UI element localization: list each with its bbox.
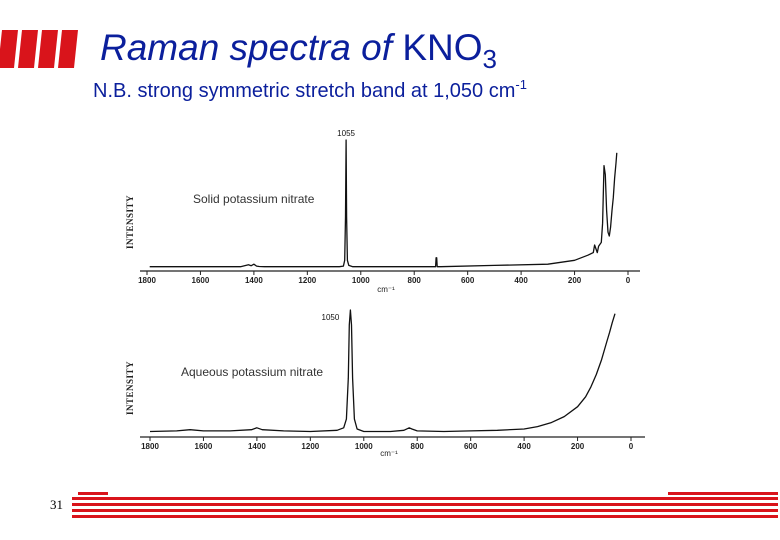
subtitle-superscript: -1 bbox=[515, 77, 527, 92]
footer-rule bbox=[72, 515, 778, 518]
title-formula: KNO bbox=[402, 27, 483, 68]
y-axis-label: INTENSITY bbox=[125, 195, 135, 249]
x-tick-label: 200 bbox=[568, 276, 582, 285]
x-tick-label: 1000 bbox=[352, 276, 370, 285]
x-tick-label: 600 bbox=[464, 442, 478, 451]
x-tick-label: 1200 bbox=[298, 276, 316, 285]
spectrum-line-2 bbox=[149, 309, 616, 433]
x-axis-label: cm⁻¹ bbox=[377, 285, 395, 294]
footer-rule bbox=[72, 509, 778, 512]
x-tick-label: 200 bbox=[571, 442, 585, 451]
slide-subtitle: N.B. strong symmetric stretch band at 1,… bbox=[93, 78, 527, 104]
x-axis-label: cm⁻¹ bbox=[380, 449, 398, 458]
x-tick-label: 800 bbox=[408, 276, 422, 285]
x-tick-label: 1400 bbox=[248, 442, 266, 451]
subtitle-text: N.B. strong symmetric stretch band at 1,… bbox=[93, 80, 516, 102]
x-tick-label: 0 bbox=[626, 276, 631, 285]
x-tick-label: 1200 bbox=[301, 442, 319, 451]
x-tick-label: 1400 bbox=[245, 276, 263, 285]
x-tick-label: 1800 bbox=[141, 442, 159, 451]
x-tick-label: 600 bbox=[461, 276, 475, 285]
slide-title: Raman spectra of KNO3 bbox=[100, 26, 497, 72]
x-tick-label: 400 bbox=[514, 276, 528, 285]
spectrum-line-1 bbox=[149, 139, 618, 268]
footer-rule bbox=[72, 497, 778, 500]
slide-number: 31 bbox=[50, 497, 63, 512]
title-italic: Raman spectra of bbox=[100, 27, 403, 68]
footer-rule bbox=[668, 492, 778, 495]
x-tick-label: 0 bbox=[629, 442, 634, 451]
x-tick-label: 1800 bbox=[138, 276, 156, 285]
sample-label: Aqueous potassium nitrate bbox=[181, 365, 323, 379]
x-tick-label: 1600 bbox=[195, 442, 213, 451]
footer-rule bbox=[72, 503, 778, 506]
peak-label: 1055 bbox=[337, 129, 355, 138]
x-tick-label: 800 bbox=[411, 442, 425, 451]
x-tick-label: 1600 bbox=[192, 276, 210, 285]
title-subscript: 3 bbox=[482, 44, 497, 74]
peak-label: 1050 bbox=[322, 313, 340, 322]
sample-label: Solid potassium nitrate bbox=[193, 192, 315, 206]
x-tick-label: 1000 bbox=[355, 442, 373, 451]
y-axis-label: INTENSITY bbox=[125, 361, 135, 415]
footer-rule bbox=[78, 492, 108, 495]
x-tick-label: 400 bbox=[517, 442, 531, 451]
